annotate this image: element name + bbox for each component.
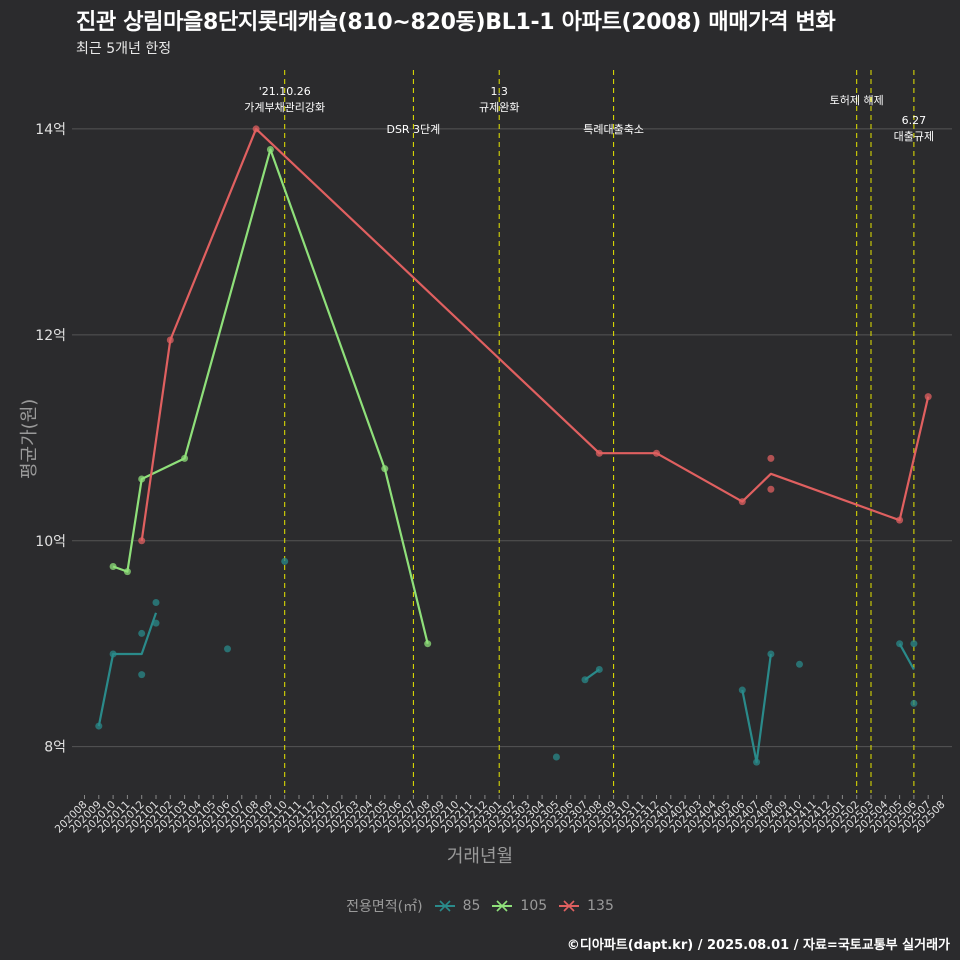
series-85-point xyxy=(152,619,160,627)
series-85-point xyxy=(796,660,803,668)
series-105-line xyxy=(112,148,429,644)
series-85-point xyxy=(738,686,746,694)
y-axis-label: 평균가(원) xyxy=(19,398,40,479)
event-label: 대출규제 xyxy=(894,130,934,143)
legend-key-cross xyxy=(439,900,451,912)
series-85-point xyxy=(281,557,289,565)
series-85-line xyxy=(97,612,158,727)
series-105-point xyxy=(266,146,274,154)
legend-item-105: 105 xyxy=(490,898,547,914)
series-85-point xyxy=(152,599,160,607)
legend-label-135: 135 xyxy=(587,898,614,914)
legend-key-85-icon xyxy=(434,900,455,912)
legend-key-105-icon xyxy=(492,900,513,912)
series-85-point xyxy=(753,758,761,766)
series-135-point xyxy=(653,449,660,457)
event-label: 토허제 해제 xyxy=(830,93,884,107)
series-105-point xyxy=(381,465,389,473)
series-85-point xyxy=(138,671,146,679)
series-135-point xyxy=(252,125,260,133)
series-85-point xyxy=(224,645,231,653)
legend-label-85: 85 xyxy=(462,898,481,914)
series-135-point xyxy=(924,393,932,401)
series-85-point xyxy=(138,629,146,637)
event-label: 특례대출축소 xyxy=(583,123,644,136)
series-105-point xyxy=(109,562,117,570)
series-135-point xyxy=(767,454,775,462)
event-label: 1.3 xyxy=(490,85,508,98)
event-label: '21.10.26 xyxy=(259,85,311,98)
series-105-point xyxy=(181,454,189,462)
event-label: 가계부채관리강화 xyxy=(244,101,325,114)
series-105-point xyxy=(138,475,146,483)
series-85-line xyxy=(898,643,915,671)
y-tick-label: 10억 xyxy=(35,534,66,550)
series-135-point xyxy=(138,537,146,545)
legend-item-135: 135 xyxy=(557,898,614,914)
y-tick-label: 14억 xyxy=(35,122,66,138)
series-85-point xyxy=(767,650,775,658)
event-label: 규제완화 xyxy=(479,101,519,114)
series-85-line xyxy=(741,653,772,764)
series-105-point xyxy=(123,568,131,576)
source-footer: ©디아파트(dapt.kr) / 2025.08.01 / 자료=국토교통부 실… xyxy=(566,938,950,953)
legend-title: 전용면적(㎡) xyxy=(346,899,423,915)
chart-title: 진관 상림마을8단지롯데캐슬(810~820동)BL1-1 아파트(2008) … xyxy=(76,10,836,35)
series-85-point xyxy=(595,665,603,673)
series-135-point xyxy=(767,485,775,493)
x-axis-label: 거래년월 xyxy=(446,846,514,867)
event-label: 6.27 xyxy=(902,114,927,127)
series-85-point xyxy=(109,650,117,658)
series-135-point xyxy=(738,498,746,506)
legend-key-cross xyxy=(563,900,575,912)
series-105-point xyxy=(424,640,432,648)
chart-subtitle: 최근 5개년 한정 xyxy=(76,41,172,57)
series-135-point xyxy=(896,516,904,524)
legend-item-85: 85 xyxy=(433,898,481,914)
series-85-point xyxy=(910,699,918,707)
series-85-point xyxy=(896,640,904,648)
y-tick-label: 12억 xyxy=(35,328,66,344)
event-label: DSR 3단계 xyxy=(386,123,440,136)
legend-key-135-icon xyxy=(559,900,580,912)
series-85-point xyxy=(581,676,589,684)
legend: 전용면적(㎡) 85 105 135 xyxy=(0,896,960,916)
series-85-point xyxy=(552,753,560,761)
series-135-point xyxy=(595,449,603,457)
series-85-point xyxy=(910,640,918,648)
legend-label-105: 105 xyxy=(520,898,548,914)
legend-key-cross xyxy=(496,900,508,912)
y-tick-label: 8억 xyxy=(44,740,66,756)
series-85-point xyxy=(95,722,103,730)
series-135-point xyxy=(166,336,174,344)
